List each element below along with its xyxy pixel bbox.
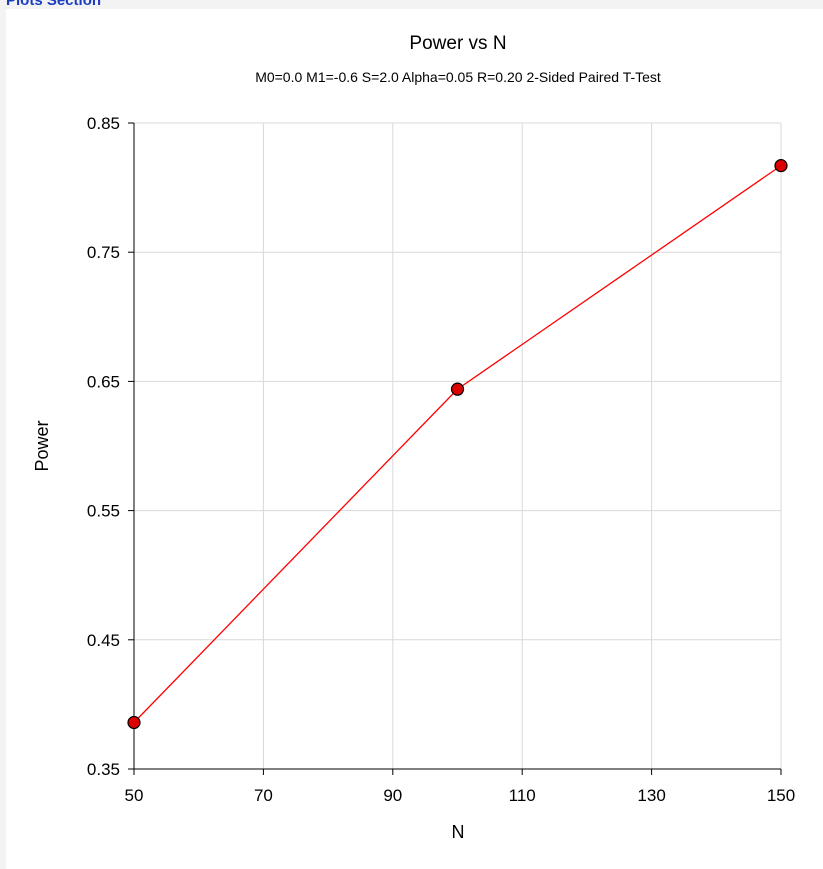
section-title: Plots Section	[6, 0, 102, 9]
chart-title: Power vs N	[409, 33, 506, 54]
series-power	[127, 159, 788, 730]
y-tick-label: 0.85	[87, 114, 120, 133]
y-tick-label: 0.45	[87, 631, 120, 650]
y-axis-label: Power	[32, 420, 52, 471]
data-point-marker	[450, 382, 465, 396]
data-point-marker	[774, 159, 788, 173]
grid-lines	[133, 122, 782, 770]
x-axis-label: N	[452, 822, 465, 842]
x-tick-label: 50	[125, 786, 144, 805]
x-tick-label: 110	[509, 786, 536, 805]
left-margin-bar	[0, 9, 6, 869]
axes	[128, 122, 782, 775]
y-tick-label: 0.35	[87, 760, 120, 779]
y-tick-label: 0.75	[87, 243, 120, 262]
x-tick-label: 90	[383, 786, 402, 805]
x-tick-label: 70	[254, 786, 273, 805]
data-point-marker	[127, 715, 141, 730]
series-line	[133, 165, 782, 723]
tick-labels: 50 70 90 110 130 150 0.35 0.45 0.55 0.65 0.75 0.85	[87, 114, 795, 805]
chart-subtitle: M0=0.0 M1=-0.6 S=2.0 Alpha=0.05 R=0.20 2…	[255, 69, 661, 85]
y-tick-label: 0.55	[87, 502, 120, 521]
section-header: Plots Section	[0, 0, 823, 9]
x-tick-label: 130	[637, 786, 665, 805]
y-tick-label: 0.65	[87, 372, 120, 391]
x-tick-label: 150	[767, 786, 795, 805]
